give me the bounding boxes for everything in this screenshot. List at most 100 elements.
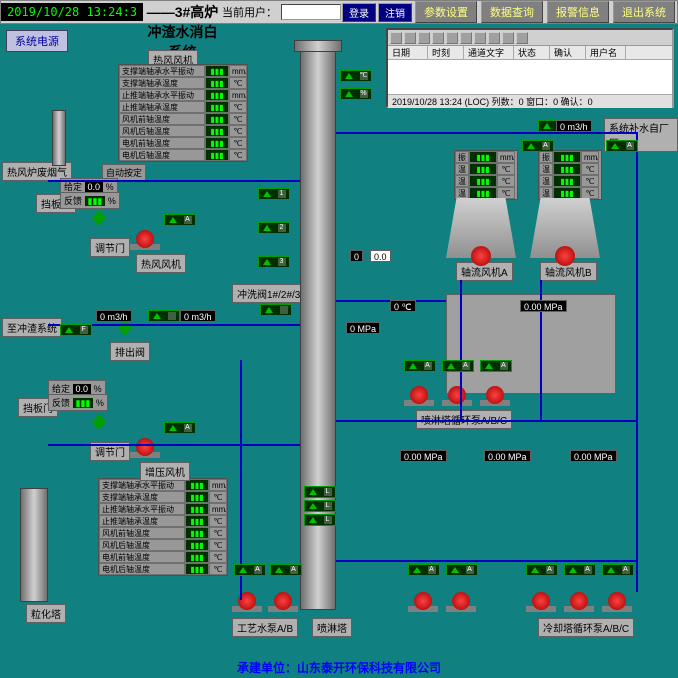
indicator: A	[606, 140, 638, 152]
indicator: A	[522, 140, 554, 152]
indicator: A	[446, 564, 478, 576]
readout-f1: 0 m3/h	[556, 120, 592, 132]
cooling-pump-a[interactable]	[526, 590, 556, 612]
footer: 承建单位：山东泰开环保科技有限公司	[0, 659, 678, 676]
boost-pump[interactable]	[130, 436, 160, 458]
granulate-tower	[20, 488, 48, 602]
spray-tower	[300, 50, 336, 610]
pipe	[336, 560, 636, 562]
indicator: A	[234, 564, 266, 576]
axial-b-params: 振▮▮▮mm/s 温▮▮▮℃ 温▮▮▮℃ 温▮▮▮℃	[538, 150, 602, 200]
grid-body	[388, 60, 672, 94]
indicator: L	[304, 514, 336, 526]
readout-p2: 0.00 MPa	[400, 450, 447, 462]
col-date: 日期	[388, 46, 428, 59]
spray-pump-b[interactable]	[442, 384, 472, 406]
indicator: A	[408, 564, 440, 576]
toolbar-icon[interactable]	[502, 32, 514, 44]
pipe	[336, 420, 636, 422]
cooling-tower-a	[446, 198, 516, 288]
readout-p5: 0.00 MPa	[520, 300, 567, 312]
user-label: 当前用户：	[222, 4, 277, 20]
extra-pump-b[interactable]	[446, 590, 476, 612]
grid-header: 日期 时刻 通道文字 状态 确认 用户名	[388, 46, 672, 60]
toolbar-icon[interactable]	[404, 32, 416, 44]
toolbar-icon[interactable]	[418, 32, 430, 44]
exit-button[interactable]: 退出系统	[613, 1, 675, 23]
process-pump-b[interactable]	[268, 590, 298, 612]
spray-tower-cap	[294, 40, 342, 52]
indicator: %	[340, 88, 372, 100]
boostfan-params: 支撑端轴承水平振动▮▮▮mm/s 支撑端轴承温度▮▮▮℃ 止推端轴承水平振动▮▮…	[98, 478, 228, 576]
toolbar-icon[interactable]	[460, 32, 472, 44]
system-power-button[interactable]: 系统电源	[6, 30, 68, 52]
cooling-pump-label: 冷却塔循环泵A/B/C	[538, 618, 634, 637]
indicator: 3	[258, 256, 290, 268]
spray-tower-label: 喷淋塔	[312, 618, 352, 637]
col-time: 时刻	[428, 46, 464, 59]
hotfan-pump[interactable]	[130, 228, 160, 250]
col-channel: 通道文字	[464, 46, 514, 59]
toolbar-icon[interactable]	[432, 32, 444, 44]
spray-pump-c[interactable]	[480, 384, 510, 406]
pipe	[336, 132, 636, 134]
col-status: 状态	[514, 46, 550, 59]
readout-p1: 0 MPa	[346, 322, 380, 334]
indicator: A	[442, 360, 474, 372]
indicator	[148, 310, 180, 322]
process-pump-label: 工艺水泵A/B	[232, 618, 298, 637]
indicator: A	[480, 360, 512, 372]
alarm-button[interactable]: 报警信息	[547, 1, 609, 23]
toolbar-icon[interactable]	[390, 32, 402, 44]
process-pump-a[interactable]	[232, 590, 262, 612]
indicator: L	[304, 486, 336, 498]
indicator: A	[270, 564, 302, 576]
pipe	[460, 280, 462, 420]
axial-a-params: 振▮▮▮mm/s 温▮▮▮℃ 温▮▮▮℃ 温▮▮▮℃	[454, 150, 518, 200]
toolbar-icon[interactable]	[474, 32, 486, 44]
toolbar-icon[interactable]	[516, 32, 528, 44]
indicator: A	[164, 214, 196, 226]
readout-f3: 0 m3/h	[180, 310, 216, 322]
chimney	[52, 110, 66, 166]
toolbar-icon[interactable]	[446, 32, 458, 44]
adjust1-label: 调节门	[90, 238, 130, 257]
hotfan2-label: 热风风机	[136, 254, 186, 273]
pipe	[48, 444, 300, 446]
panel-toolbar	[388, 30, 672, 46]
readout-t1: 0 ℃	[390, 300, 416, 312]
extra-pump-a[interactable]	[408, 590, 438, 612]
login-button[interactable]: 登录	[342, 3, 376, 22]
indicator: A	[564, 564, 596, 576]
user-input[interactable]	[281, 4, 341, 20]
spray-pump-a[interactable]	[404, 384, 434, 406]
granulate-label: 粒化塔	[26, 604, 66, 623]
indicator: A	[164, 422, 196, 434]
indicator	[260, 304, 292, 316]
valve-adjust1[interactable]	[92, 210, 106, 228]
readout-p4: 0.00 MPa	[570, 450, 617, 462]
indicator: L	[304, 500, 336, 512]
cooling-pump-c[interactable]	[602, 590, 632, 612]
indicator: A	[602, 564, 634, 576]
panel-status: 2019/10/28 13:24 (LOC) 列数：0 窗口：0 确认：0	[388, 94, 672, 108]
toolbar-icon[interactable]	[488, 32, 500, 44]
cooling-pump-b[interactable]	[564, 590, 594, 612]
timestamp: 2019/10/28 13:24:3	[1, 3, 143, 21]
feedback2: 反馈 ▮▮▮ %	[48, 394, 108, 411]
indicator: 2	[258, 222, 290, 234]
col-ack: 确认	[550, 46, 586, 59]
logout-button[interactable]: 注销	[378, 3, 412, 22]
pipe	[636, 132, 638, 592]
boost-fan-label: 增压风机	[140, 462, 190, 481]
cooling-tower-b	[530, 198, 600, 288]
indicator: ℃	[340, 70, 372, 82]
indicator: F	[60, 324, 92, 336]
readout-center-a: 0	[350, 250, 363, 262]
valve-adjust2[interactable]	[92, 414, 106, 432]
feedback1: 反馈 ▮▮▮ %	[60, 192, 120, 209]
readout-center-b: 0.0	[370, 250, 391, 262]
data-query-button[interactable]: 数据查询	[481, 1, 543, 23]
params-button[interactable]: 参数设置	[415, 1, 477, 23]
pipe	[48, 180, 300, 182]
